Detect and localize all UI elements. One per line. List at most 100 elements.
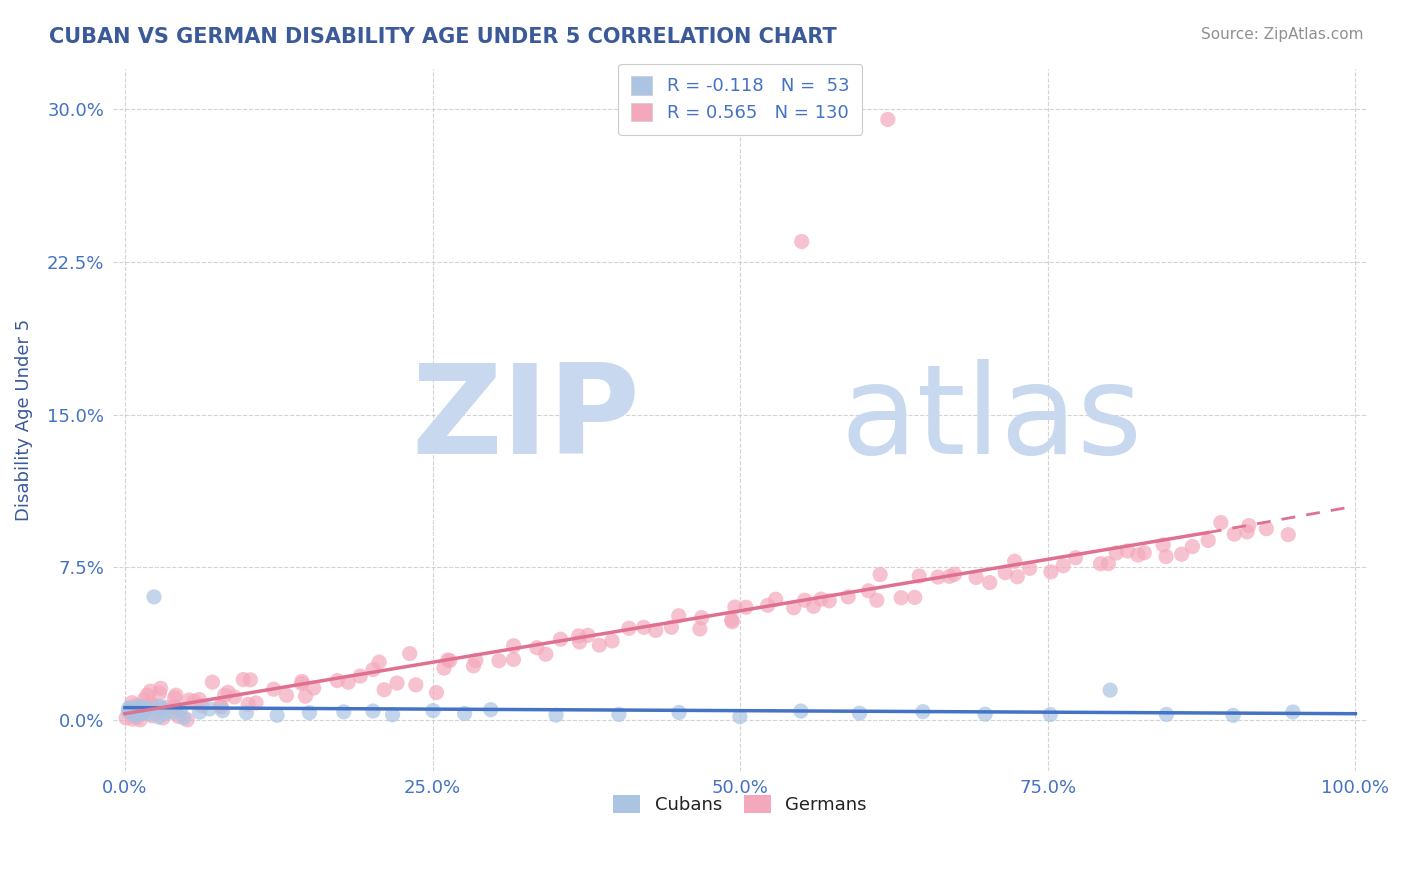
Point — [201, 675, 224, 690]
Point — [132, 693, 155, 707]
Point — [235, 706, 257, 720]
Point — [129, 713, 152, 727]
Point — [728, 709, 751, 723]
Point — [965, 570, 987, 584]
Point — [1197, 533, 1219, 548]
Point — [617, 621, 640, 635]
Point — [349, 669, 371, 683]
Point — [405, 678, 427, 692]
Point — [117, 701, 139, 715]
Point — [588, 638, 610, 652]
Point — [188, 705, 211, 719]
Point — [125, 698, 148, 713]
Point — [600, 634, 623, 648]
Point — [162, 706, 184, 720]
Point — [136, 701, 159, 715]
Point — [398, 647, 420, 661]
Point — [425, 685, 447, 699]
Point — [1170, 547, 1192, 561]
Point — [550, 632, 572, 647]
Point — [1236, 524, 1258, 539]
Point — [139, 684, 162, 698]
Point — [1156, 707, 1178, 722]
Point — [576, 628, 599, 642]
Point — [1039, 565, 1062, 579]
Point — [167, 709, 190, 723]
Point — [143, 590, 166, 604]
Point — [633, 620, 655, 634]
Point — [1222, 708, 1244, 723]
Point — [188, 692, 211, 706]
Point — [890, 591, 912, 605]
Point — [943, 567, 966, 582]
Point — [148, 699, 170, 714]
Point — [361, 704, 384, 718]
Point — [125, 705, 148, 719]
Point — [138, 698, 160, 712]
Text: atlas: atlas — [841, 359, 1143, 480]
Point — [136, 702, 159, 716]
Point — [479, 703, 502, 717]
Point — [120, 701, 142, 715]
Point — [488, 654, 510, 668]
Point — [121, 705, 143, 719]
Y-axis label: Disability Age Under 5: Disability Age Under 5 — [15, 318, 32, 521]
Point — [149, 681, 172, 696]
Point — [927, 570, 949, 584]
Point — [169, 702, 191, 716]
Point — [121, 696, 143, 710]
Point — [1133, 546, 1156, 560]
Point — [1064, 550, 1087, 565]
Point — [368, 655, 391, 669]
Point — [217, 685, 239, 699]
Point — [183, 694, 205, 708]
Point — [294, 689, 316, 703]
Legend: Cubans, Germans: Cubans, Germans — [603, 784, 877, 825]
Point — [302, 681, 325, 695]
Point — [165, 688, 187, 702]
Point — [810, 592, 832, 607]
Point — [568, 635, 591, 649]
Point — [148, 710, 170, 724]
Point — [121, 704, 143, 718]
Point — [1097, 557, 1119, 571]
Point — [502, 652, 524, 666]
Point — [848, 706, 870, 721]
Point — [209, 698, 232, 713]
Point — [127, 706, 149, 721]
Point — [117, 705, 139, 719]
Point — [803, 599, 825, 614]
Point — [1209, 516, 1232, 530]
Point — [568, 629, 591, 643]
Point — [720, 613, 742, 627]
Point — [994, 566, 1017, 580]
Text: ZIP: ZIP — [411, 359, 640, 480]
Point — [690, 610, 713, 624]
Point — [211, 704, 233, 718]
Point — [783, 600, 806, 615]
Point — [734, 600, 756, 615]
Point — [661, 620, 683, 634]
Point — [908, 569, 931, 583]
Point — [266, 708, 288, 723]
Point — [422, 704, 444, 718]
Point — [1007, 570, 1029, 584]
Point — [1256, 522, 1278, 536]
Point — [765, 592, 787, 607]
Point — [979, 575, 1001, 590]
Point — [124, 701, 146, 715]
Point — [1052, 558, 1074, 573]
Point — [858, 583, 880, 598]
Point — [502, 639, 524, 653]
Point — [1004, 554, 1026, 568]
Point — [298, 706, 321, 720]
Point — [238, 698, 260, 712]
Point — [125, 707, 148, 722]
Point — [163, 700, 186, 714]
Point — [974, 707, 997, 722]
Point — [173, 711, 195, 725]
Point — [869, 567, 891, 582]
Point — [453, 706, 475, 721]
Point — [793, 593, 815, 607]
Point — [165, 700, 187, 714]
